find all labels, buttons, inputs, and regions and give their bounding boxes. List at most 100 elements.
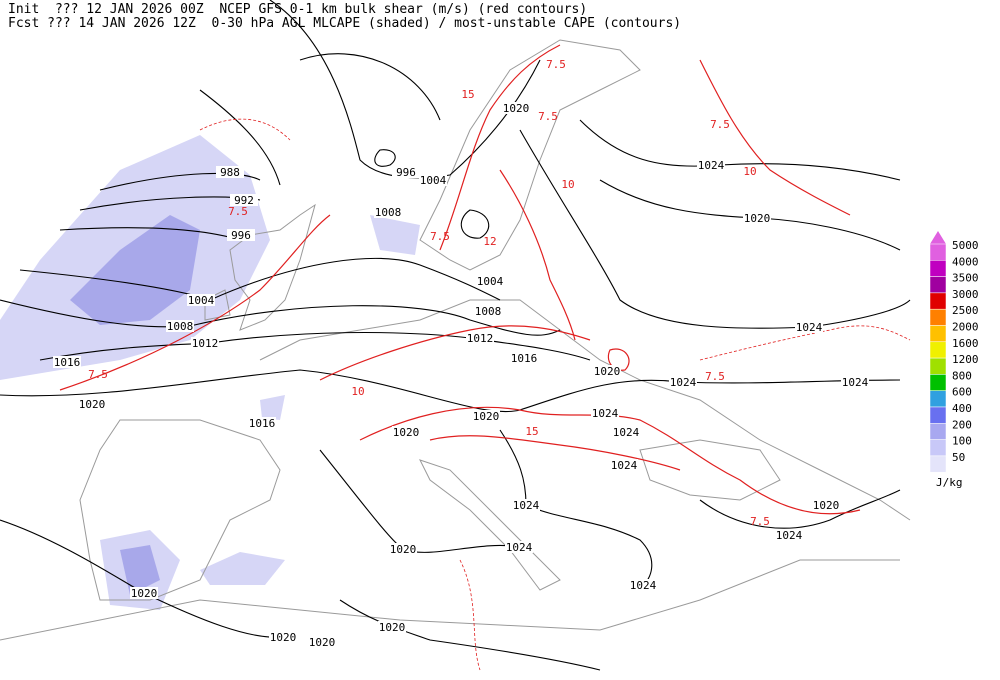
shear-label: 10 [351,385,364,398]
isobar-label: 1024 [776,529,803,542]
isobar-label: 1020 [379,621,406,634]
isobar-label-bg [248,417,276,429]
isobar [199,89,281,186]
isobar-label-bg [187,294,215,306]
legend-swatch [929,308,947,326]
isobar-label-bg [812,499,840,511]
legend-label: 1200 [952,353,979,366]
isobar-label: 1020 [503,102,530,115]
isobar-label: 1016 [249,417,276,430]
header-line: Init ??? 12 JAN 2026 00Z NCEP GFS 0-1 km… [8,2,587,17]
shear-contours [59,44,911,671]
isobar-label: 1016 [511,352,538,365]
isobar-label: 1024 [630,579,657,592]
isobar-label: 1020 [270,631,297,644]
isobar [59,227,241,241]
isobar-label: 992 [234,194,254,207]
coastline [259,299,911,521]
isobar-label-bg [374,206,402,218]
legend-swatch [929,406,947,424]
coastline [79,419,281,601]
isobar-label: 1016 [54,356,81,369]
isobar-label: 1020 [393,426,420,439]
cape-shading [0,135,420,610]
shear-labels: 7.5 15 12 7.5 7.5 10 7.5 10 15 7.5 10 7.5 7.5 7.5 [88,58,770,528]
isobar-label-bg [472,410,500,422]
isobar-label-bg [502,102,530,114]
isobar [339,599,601,671]
shear-label: 7.5 [430,230,450,243]
shear-label: 7.5 [750,515,770,528]
shear-contour [59,214,331,391]
isobar-label: 1020 [390,543,417,556]
isobar [39,331,591,361]
shear-label: 15 [461,88,474,101]
isobar-label: 1024 [698,159,725,172]
shear-contour [319,325,591,381]
legend-swatch [929,423,947,440]
isobar-label-bg [53,356,81,368]
isobar-label-bg [308,636,336,648]
cape-area [70,215,200,325]
legend-arrow [930,231,946,244]
shear-contour [359,406,861,515]
shear-contour [607,348,630,371]
isobar-labels: 9889929961004100810121016102010169961004… [53,102,869,649]
legend-label: 4000 [952,255,979,268]
legend-swatch [929,439,947,457]
isobar [499,429,653,586]
isobar-label: 1020 [813,499,840,512]
isobar-label-bg [378,621,406,633]
isobar-label: 1024 [670,376,697,389]
isobar-label-bg [392,166,420,178]
isobar-label: 1024 [506,541,533,554]
shear-label: 7.5 [538,110,558,123]
isobar-label-bg [610,459,638,471]
isobar [699,489,901,529]
isobar-label-bg [227,229,255,241]
isobar-label: 1012 [467,332,494,345]
isobar-label-bg [775,529,803,541]
coastline [419,459,561,591]
isobar-label: 1024 [611,459,638,472]
legend-label: 600 [952,386,972,399]
isobar-label-bg [230,194,258,206]
isobar-label: 1020 [131,587,158,600]
legend-swatch [929,455,947,473]
isobar-label: 1020 [79,398,106,411]
cape-area [200,552,285,585]
isobar [374,149,396,167]
legend-label: 400 [952,402,972,415]
coastline [639,439,781,501]
isobar [0,299,561,336]
legend-swatch [929,374,947,391]
cape-area [370,215,420,255]
isobar-label: 1020 [594,365,621,378]
isobar-label-bg [476,275,504,287]
coastline [0,559,900,641]
isobar [519,129,911,329]
isobar-label: 1008 [475,305,502,318]
isobar-label: 1008 [375,206,402,219]
shear-contour [699,59,851,216]
legend-label: 1600 [952,337,979,350]
isobar-label: 1020 [473,410,500,423]
legend-label: 3500 [952,272,979,285]
coastline [204,289,231,321]
legend-swatch [929,243,947,261]
shear-label: 7.5 [546,58,566,71]
legend-label: 5000 [952,239,979,252]
isobar-label-bg [130,587,158,599]
isobar-label: 988 [220,166,240,179]
isobar-label-bg [612,426,640,438]
isobar-label: 1024 [796,321,823,334]
isobar-label: 1024 [842,376,869,389]
isobar-label-bg [505,541,533,553]
legend-unit: J/kg [936,476,963,489]
coastline [229,203,316,331]
shear-label: 7.5 [705,370,725,383]
legend-label: 3000 [952,288,979,301]
isobar-label-bg [510,352,538,364]
shear-contour [459,559,481,671]
